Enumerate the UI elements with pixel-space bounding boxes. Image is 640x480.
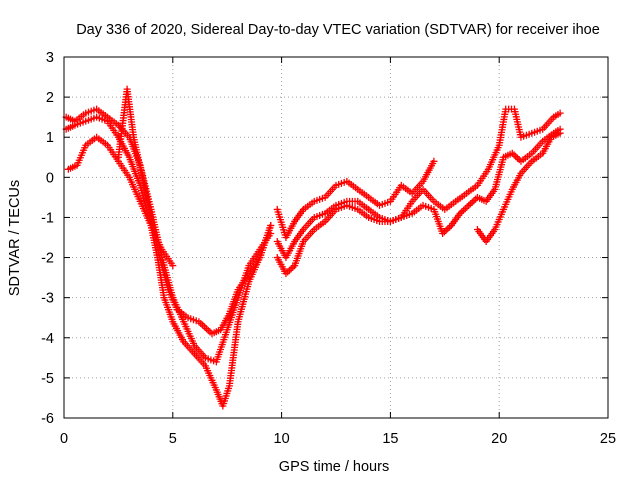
data-marks xyxy=(62,85,564,410)
plot-frame xyxy=(63,56,609,419)
data-point-marker xyxy=(556,109,564,117)
x-tick-label: 20 xyxy=(491,431,507,447)
y-axis-label: SDTVAR / TECUs xyxy=(7,180,23,296)
grid-lines xyxy=(64,57,608,418)
x-tick-label: 10 xyxy=(274,431,290,447)
y-tick-label: -6 xyxy=(41,411,54,427)
y-tick-label: -1 xyxy=(41,210,54,226)
y-tick-label: 3 xyxy=(46,50,54,66)
y-tick-label: -3 xyxy=(41,291,54,307)
y-tick-label: 2 xyxy=(46,90,54,106)
y-tick-label: -2 xyxy=(41,251,54,267)
axes: 0 5 10 15 20 25 -6 -5 -4 -3 -2 -1 0 1 2 3 xyxy=(41,50,616,447)
data-point-marker xyxy=(267,221,275,229)
data-point-marker xyxy=(169,262,177,270)
x-axis-label: GPS time / hours xyxy=(279,459,389,475)
x-tick-label: 5 xyxy=(169,431,177,447)
y-tick-label: -5 xyxy=(41,371,54,387)
x-tick-label: 25 xyxy=(600,431,616,447)
y-tick-label: 1 xyxy=(46,130,54,146)
y-tick-label: 0 xyxy=(46,170,54,186)
chart-title: Day 336 of 2020, Sidereal Day-to-day VTE… xyxy=(76,22,600,38)
x-tick-label: 0 xyxy=(60,431,68,447)
x-tick-label: 15 xyxy=(382,431,398,447)
data-point-marker xyxy=(556,129,564,137)
y-tick-label: -4 xyxy=(41,331,54,347)
data-point-marker xyxy=(430,157,438,165)
